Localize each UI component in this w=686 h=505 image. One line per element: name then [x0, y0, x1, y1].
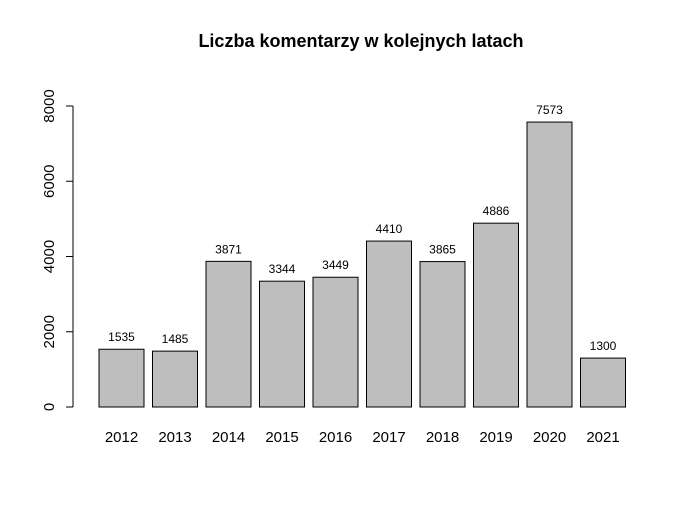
x-tick-label-2012: 2012 [105, 429, 138, 446]
x-tick-label-2015: 2015 [265, 429, 298, 446]
bar-2020 [526, 121, 573, 408]
y-tick-label: 8000 [41, 89, 58, 122]
y-tick-label: 4000 [41, 240, 58, 273]
x-tick-label-2013: 2013 [158, 429, 191, 446]
y-axis: 0 2000 4000 6000 8000 [41, 89, 74, 411]
data-label-2013: 1485 [162, 332, 189, 346]
data-labels-group: 1535 1485 3871 3344 3449 4410 3865 4886 7573 1300 [108, 103, 617, 353]
chart-title: Liczba komentarzy w kolejnych latach [198, 31, 523, 51]
data-label-2019: 4886 [483, 204, 510, 218]
x-tick-label-2021: 2021 [586, 429, 619, 446]
bar-2017 [366, 240, 412, 408]
data-label-2015: 3344 [269, 262, 296, 276]
data-label-2016: 3449 [322, 258, 349, 272]
x-tick-label-2014: 2014 [212, 429, 245, 446]
x-tick-labels-group: 2012 2013 2014 2015 2016 2017 2018 2019 2020 2021 [105, 429, 620, 446]
y-tick-label: 6000 [41, 165, 58, 198]
x-tick-label-2016: 2016 [319, 429, 352, 446]
bar-2016 [312, 276, 359, 408]
bar-2012 [98, 348, 145, 408]
bar-2018 [419, 261, 466, 408]
x-tick-label-2017: 2017 [372, 429, 405, 446]
data-label-2021: 1300 [590, 339, 617, 353]
data-label-2014: 3871 [215, 242, 242, 256]
y-tick-label: 0 [41, 403, 58, 411]
bar-2019 [473, 222, 519, 408]
x-tick-label-2020: 2020 [533, 429, 566, 446]
bar-2015 [259, 280, 305, 408]
x-tick-label-2019: 2019 [479, 429, 512, 446]
y-tick-label: 2000 [41, 315, 58, 348]
bar-2014 [205, 260, 252, 408]
data-label-2017: 4410 [376, 222, 403, 236]
bar-2013 [152, 350, 198, 408]
bar-2021 [580, 357, 626, 408]
x-tick-label-2018: 2018 [426, 429, 459, 446]
data-label-2012: 1535 [108, 330, 135, 344]
data-label-2018: 3865 [429, 243, 456, 257]
data-label-2020: 7573 [536, 103, 563, 117]
bars-group [98, 121, 626, 408]
